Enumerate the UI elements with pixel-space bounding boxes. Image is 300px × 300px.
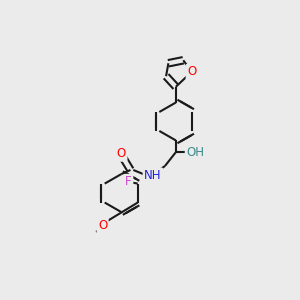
Text: F: F	[125, 175, 132, 188]
Text: O: O	[117, 147, 126, 160]
Text: OH: OH	[186, 146, 204, 159]
Text: O: O	[98, 219, 107, 232]
Text: O: O	[187, 65, 196, 78]
Text: NH: NH	[144, 169, 162, 182]
